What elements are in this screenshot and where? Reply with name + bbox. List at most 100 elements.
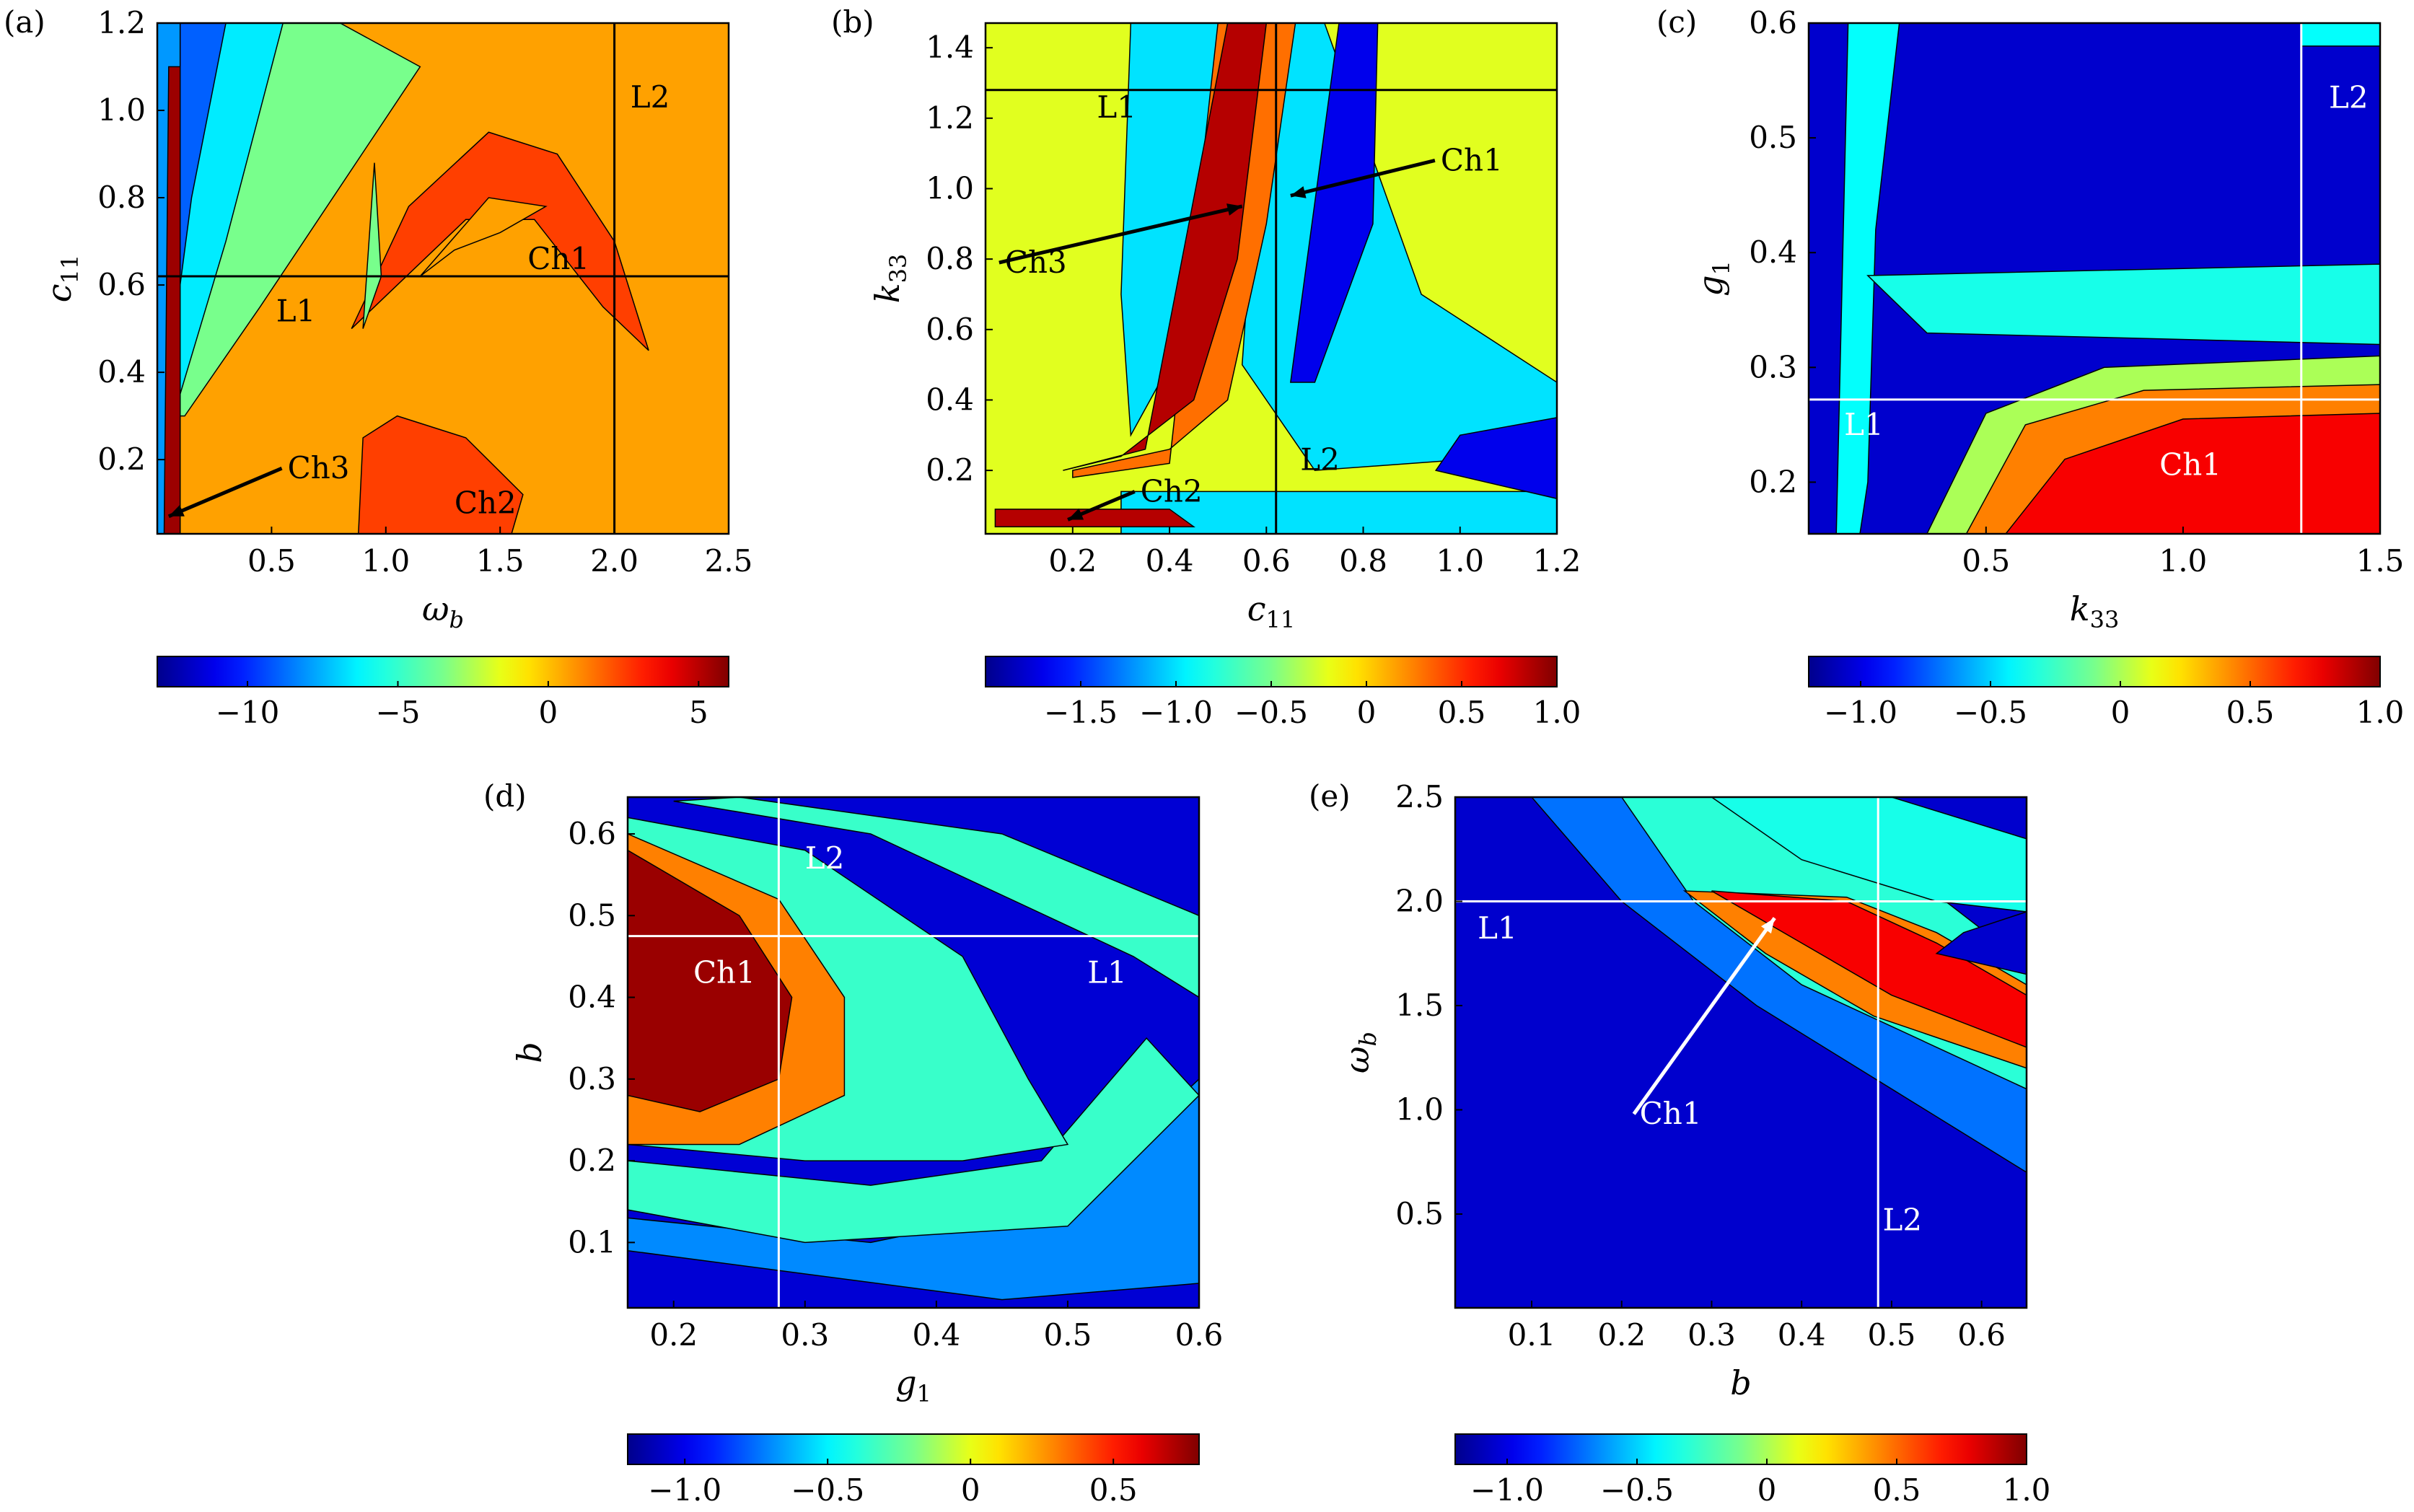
annotation-ch2: Ch2 (455, 485, 517, 521)
y-tick-label: 0.8 (926, 241, 974, 276)
annotation-ch1: Ch1 (527, 241, 589, 276)
x-tick-label: 1.5 (476, 543, 525, 579)
panel-a: (a) L1 L2 Ch1 Ch2 Ch3 0.5 1.0 1.5 2.0 2.5 0.2 0.4 0.6… (4, 4, 752, 730)
colorbar-tick-label: 0 (1757, 1472, 1777, 1508)
y-tick-label: 1.0 (97, 92, 146, 128)
plot-frame (1454, 796, 2028, 1309)
colorbar-tick-label: 0.5 (1438, 695, 1486, 730)
x-tick-label: 1.5 (2356, 543, 2405, 579)
x-axis-label: g1 (895, 1363, 931, 1407)
panel-e: (e) L1 L2 Ch1 0.1 0.2 0.3 0.4 0.5 0.6 0.5 1.0 1.5 2.0… (1309, 778, 2050, 1508)
x-tick-label: 0.5 (247, 543, 296, 579)
x-tick-label: 0.8 (1339, 543, 1387, 579)
annotation-l1: L1 (276, 293, 316, 328)
colorbar (627, 1433, 1200, 1465)
colorbar-tick-label: 0 (1357, 695, 1377, 730)
annotation-l1: L1 (1097, 89, 1136, 125)
arrow-head (168, 504, 185, 517)
annotation-ch1: Ch1 (1441, 142, 1503, 177)
y-tick-label: 0.2 (97, 441, 146, 477)
y-tick-label: 1.5 (1395, 988, 1444, 1023)
colorbar-tick-label: −10 (216, 695, 280, 730)
x-tick-label: 0.2 (1048, 543, 1097, 579)
colorbar (1808, 656, 2381, 687)
panel-c: (c) L1 L2 Ch1 0.5 1.0 1.5 0.2 0.3 0.4 0.5 0.6 k33 g1 −… (1656, 4, 2404, 730)
annotation-arrow (167, 466, 283, 519)
annotation-arrow (998, 204, 1243, 265)
plot-frame (156, 22, 730, 535)
colorbar-tick-label: −0.5 (1234, 695, 1308, 730)
colorbar-tick-label: −0.5 (1954, 695, 2027, 730)
y-axis-label: k33 (868, 254, 912, 304)
y-axis-label: g1 (1691, 260, 1735, 296)
y-tick-label: 0.4 (568, 980, 616, 1015)
y-tick-label: 0.2 (926, 452, 974, 488)
y-tick-label: 0.3 (568, 1061, 616, 1096)
x-tick-label: 1.2 (1533, 543, 1581, 579)
x-tick-label: 0.2 (1597, 1317, 1646, 1353)
y-tick-label: 0.5 (1749, 120, 1797, 155)
arrow-head (1290, 186, 1307, 198)
x-axis-label: ωb (422, 589, 464, 633)
y-tick-label: 1.0 (1395, 1091, 1444, 1127)
annotation-l2: L2 (805, 840, 845, 876)
annotation-arrow (1290, 158, 1436, 198)
x-tick-label: 0.1 (1508, 1317, 1556, 1353)
colorbar-tick-label: 5 (689, 695, 708, 730)
colorbar-tick-label: 0.5 (1873, 1472, 1921, 1508)
colorbar-tick-label: 0 (539, 695, 558, 730)
colorbar (1454, 1433, 2027, 1465)
y-tick-label: 1.0 (926, 170, 974, 206)
plot-frame (626, 796, 1201, 1309)
x-tick-label: 0.5 (1044, 1317, 1092, 1353)
arrow-head (1760, 918, 1775, 934)
annotation-ch2: Ch2 (1141, 473, 1203, 509)
x-tick-label: 2.0 (590, 543, 638, 579)
colorbar-tick-label: −5 (376, 695, 421, 730)
x-tick-label: 1.0 (1436, 543, 1484, 579)
heatmap-field (1455, 797, 2027, 1308)
y-tick-label: 0.2 (1749, 464, 1797, 499)
arrow-head (1226, 203, 1242, 216)
annotation-l1: L1 (1087, 955, 1127, 990)
colorbar-tick-label: −0.5 (791, 1472, 864, 1508)
heatmap-field (628, 797, 1199, 1308)
x-tick-label: 1.0 (2159, 543, 2207, 579)
y-tick-label: 0.4 (926, 382, 974, 417)
colorbar-tick-label: 1.0 (2003, 1472, 2051, 1508)
x-tick-label: 0.5 (1962, 543, 2010, 579)
heatmap-field (1809, 23, 2380, 534)
annotation-ch1: Ch1 (2159, 447, 2221, 483)
colorbar-tick-label: −1.0 (1139, 695, 1213, 730)
x-tick-label: 0.3 (1687, 1317, 1736, 1353)
y-tick-label: 0.4 (97, 354, 146, 390)
y-axis-label: b (510, 1042, 549, 1063)
x-tick-label: 2.5 (705, 543, 753, 579)
x-tick-label: 0.3 (781, 1317, 829, 1353)
x-tick-label: 0.4 (1146, 543, 1194, 579)
heatmap-field (157, 23, 729, 534)
arrow-head (1068, 508, 1084, 520)
y-tick-label: 0.2 (568, 1143, 616, 1178)
colorbar-tick-label: 0 (961, 1472, 980, 1508)
y-tick-label: 1.2 (97, 5, 146, 40)
y-tick-label: 0.5 (1395, 1196, 1444, 1231)
annotation-l2: L2 (1882, 1203, 1922, 1238)
y-tick-label: 2.5 (1395, 779, 1444, 814)
annotation-l2: L2 (1300, 441, 1340, 477)
y-tick-label: 0.4 (1749, 234, 1797, 270)
x-tick-label: 0.6 (1957, 1317, 2006, 1353)
x-tick-label: 0.5 (1868, 1317, 1916, 1353)
annotation-l2: L2 (631, 79, 670, 115)
colorbar (157, 656, 729, 687)
annotation-arrow (1632, 917, 1776, 1115)
plot-frame (984, 22, 1558, 535)
colorbar-tick-label: −1.0 (1470, 1472, 1544, 1508)
panel-letter: (c) (1656, 4, 1697, 40)
y-tick-label: 1.4 (926, 30, 974, 65)
colorbar-tick-label: −1.5 (1044, 695, 1118, 730)
colorbar-tick-label: −1.0 (648, 1472, 721, 1508)
x-tick-label: 0.4 (1778, 1317, 1826, 1353)
